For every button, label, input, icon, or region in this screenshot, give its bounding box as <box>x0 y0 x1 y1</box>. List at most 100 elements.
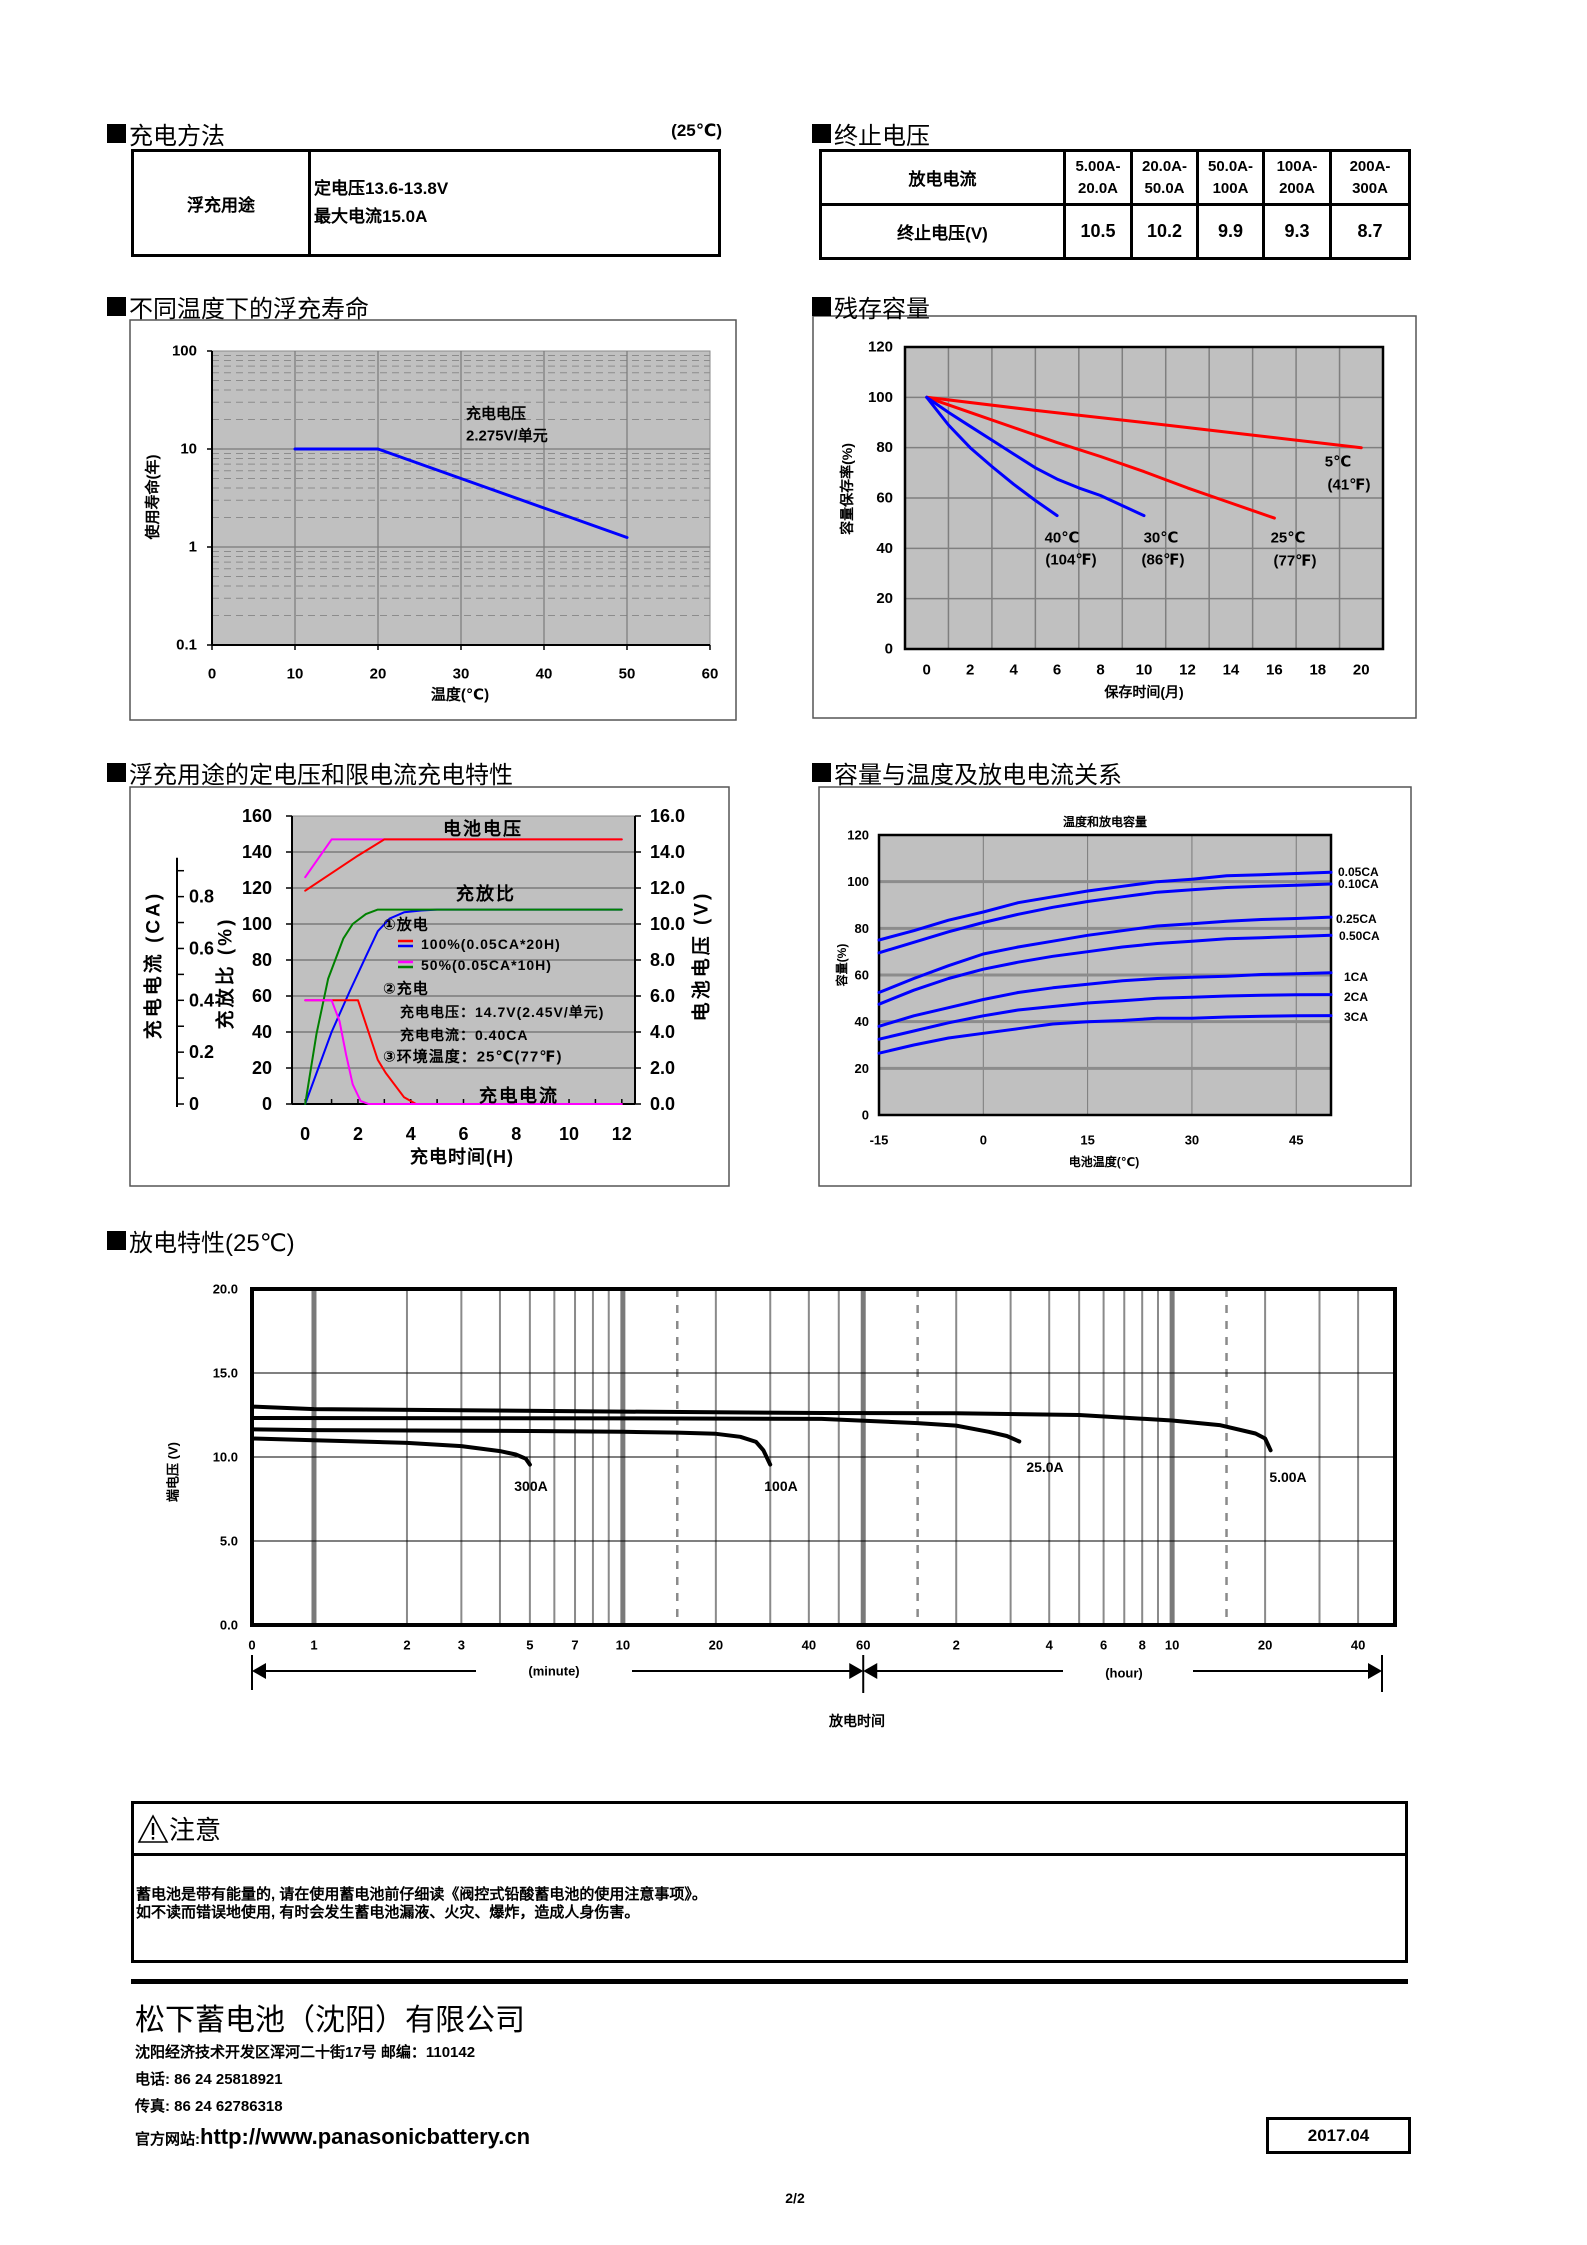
x-tick-label: 2 <box>966 662 974 679</box>
temperature-note: (25℃) <box>671 121 722 140</box>
section-title-capacity-temperature: 容量与温度及放电电流关系 <box>812 757 1122 789</box>
x-tick-label: 14 <box>1223 662 1240 679</box>
current-to: 300A <box>1352 179 1388 197</box>
website-link[interactable]: http://www.panasonicbattery.cn <box>200 2124 531 2149</box>
section-title-text: 浮充用途的定电压和限电流充电特性 <box>129 761 513 789</box>
y-tick-label: 20 <box>876 590 893 607</box>
cutoff-voltage-value: 9.3 <box>1262 203 1332 260</box>
section-title-text: 放电特性(25℃) <box>129 1229 295 1257</box>
y-axis-title: 容量(%) <box>834 944 849 988</box>
x-tick-label: 12 <box>612 1124 632 1144</box>
discharge-current-header: 放电电流 <box>819 149 1066 206</box>
x-segment-label: (hour) <box>1105 1666 1143 1681</box>
series-line <box>877 971 1333 1028</box>
series-label: 5℃ <box>1325 454 1352 471</box>
current-to: 200A <box>1279 179 1315 197</box>
cutoff-voltage-value: 10.5 <box>1063 203 1133 260</box>
x-tick-label: 2 <box>353 1124 363 1144</box>
x-tick-label: 4 <box>1046 1638 1054 1653</box>
x-axis-title: 放电时间 <box>828 1713 885 1729</box>
current-range-cell: 20.0A- 50.0A <box>1130 149 1199 206</box>
series-line <box>304 999 623 1105</box>
y-tick-label: 100 <box>172 343 197 360</box>
y-tick-label: 5.0 <box>220 1534 238 1549</box>
y-axis-title: 端电压 (V) <box>166 1442 181 1502</box>
legend-label: 100%(0.05CA*20H) <box>421 936 561 952</box>
x-tick-label: 3 <box>458 1638 465 1653</box>
series-line <box>877 882 1333 955</box>
y-axis-title: 使用寿命(年) <box>144 455 162 541</box>
y-tick-label: 80 <box>252 950 272 970</box>
series-label: (104℉) <box>1045 552 1096 569</box>
annotation-label: 2.275V/单元 <box>466 427 548 445</box>
y-axis-title: 充放比 (%) <box>214 917 237 1030</box>
x-tick-label: 0 <box>248 1638 255 1653</box>
x-axis-title: 温度(℃) <box>431 686 489 704</box>
y-tick-label: 40 <box>855 1014 869 1029</box>
x-tick-label: 20 <box>370 666 387 683</box>
x-tick-label: 4 <box>1009 662 1018 679</box>
company-website: 官方网站: http://www.panasonicbattery.cn <box>135 2124 530 2150</box>
x-tick-label: 6 <box>458 1124 468 1144</box>
y2-tick-label: 16.0 <box>650 806 685 826</box>
y2-tick-label: 8.0 <box>650 950 675 970</box>
x-tick-label: 10 <box>616 1638 630 1653</box>
series-line <box>250 1436 532 1467</box>
series-line <box>877 993 1333 1041</box>
x-tick-label: 4 <box>406 1124 416 1144</box>
series-label: 25℃ <box>1271 530 1306 547</box>
y-tick-label: 20.0 <box>213 1282 238 1297</box>
x-tick-label: 0 <box>300 1124 310 1144</box>
current-from: 50.0A- <box>1207 157 1254 175</box>
x-tick-label: 0 <box>923 662 931 679</box>
current-to: 100A <box>1212 179 1249 197</box>
company-fax: 传真: 86 24 62786318 <box>135 2098 283 2115</box>
series-line <box>304 838 623 892</box>
series-line <box>877 933 1333 1006</box>
series-line <box>925 395 1146 518</box>
arrow-right-icon <box>1368 1663 1382 1679</box>
section-bullet-icon <box>812 762 831 782</box>
y-tick-label: 15.0 <box>213 1366 238 1381</box>
y-tick-label: 40 <box>252 1022 272 1042</box>
y-tick-label: 1 <box>189 539 197 556</box>
y-tick-label: 0 <box>862 1108 869 1123</box>
section-title-text: 充电方法 <box>129 122 225 150</box>
current-tick-label: 0.2 <box>189 1042 214 1062</box>
annotation-label: 充电电压 <box>466 405 526 423</box>
legend-title: ②充电 <box>383 980 429 998</box>
legend-text: 充电电压：14.7V(2.45V/单元) <box>400 1004 604 1020</box>
notice-line: 蓄电池是带有能量的, 请在使用蓄电池前仔细读《阀控式铅酸蓄电池的使用注意事项》。 <box>136 1886 707 1903</box>
section-title-charging-method: 充电方法 <box>107 118 225 150</box>
section-bullet-icon <box>107 762 126 782</box>
x-tick-label: 0 <box>980 1133 987 1148</box>
cutoff-voltage-value: 9.9 <box>1196 203 1265 260</box>
x-tick-label: 8 <box>511 1124 521 1144</box>
section-title-text: 容量与温度及放电电流关系 <box>834 761 1122 789</box>
table-row: 浮充用途 定电压13.6-13.8V 最大电流15.0A <box>131 149 721 257</box>
section-title-text: 残存容量 <box>834 295 930 323</box>
company-name: 松下蓄电池（沈阳）有限公司 <box>135 2004 525 2037</box>
x-tick-label: 1 <box>310 1638 317 1653</box>
x-tick-label: 45 <box>1289 1133 1303 1148</box>
series-label: (86℉) <box>1142 552 1185 569</box>
series-line <box>304 908 623 1105</box>
series-label: 5.00A <box>1269 1469 1306 1485</box>
x-tick-label: 10 <box>559 1124 579 1144</box>
chart-title: 温度和放电容量 <box>1063 814 1147 829</box>
arrow-left-icon <box>252 1663 266 1679</box>
current-to: 50.0A <box>1144 179 1185 197</box>
section-title-charging-characteristics: 浮充用途的定电压和限电流充电特性 <box>107 757 513 789</box>
annotation-label: 充放比 <box>456 883 516 904</box>
y-tick-label: 60 <box>252 986 272 1006</box>
x-tick-label: 50 <box>619 666 636 683</box>
y2-tick-label: 6.0 <box>650 986 675 1006</box>
series-line <box>293 447 629 539</box>
section-title-residual-capacity: 残存容量 <box>812 291 930 323</box>
series-label: 0.10CA <box>1338 877 1379 891</box>
usage-label-cell: 浮充用途 <box>131 149 311 257</box>
discharge-chart: 0.0 5.0 10.0 15.0 20.0 300A 100A 25.0A 5.00A 0 1 2 3… <box>166 1282 1397 1729</box>
series-line <box>877 1014 1333 1055</box>
x-tick-label: 30 <box>1185 1133 1199 1148</box>
